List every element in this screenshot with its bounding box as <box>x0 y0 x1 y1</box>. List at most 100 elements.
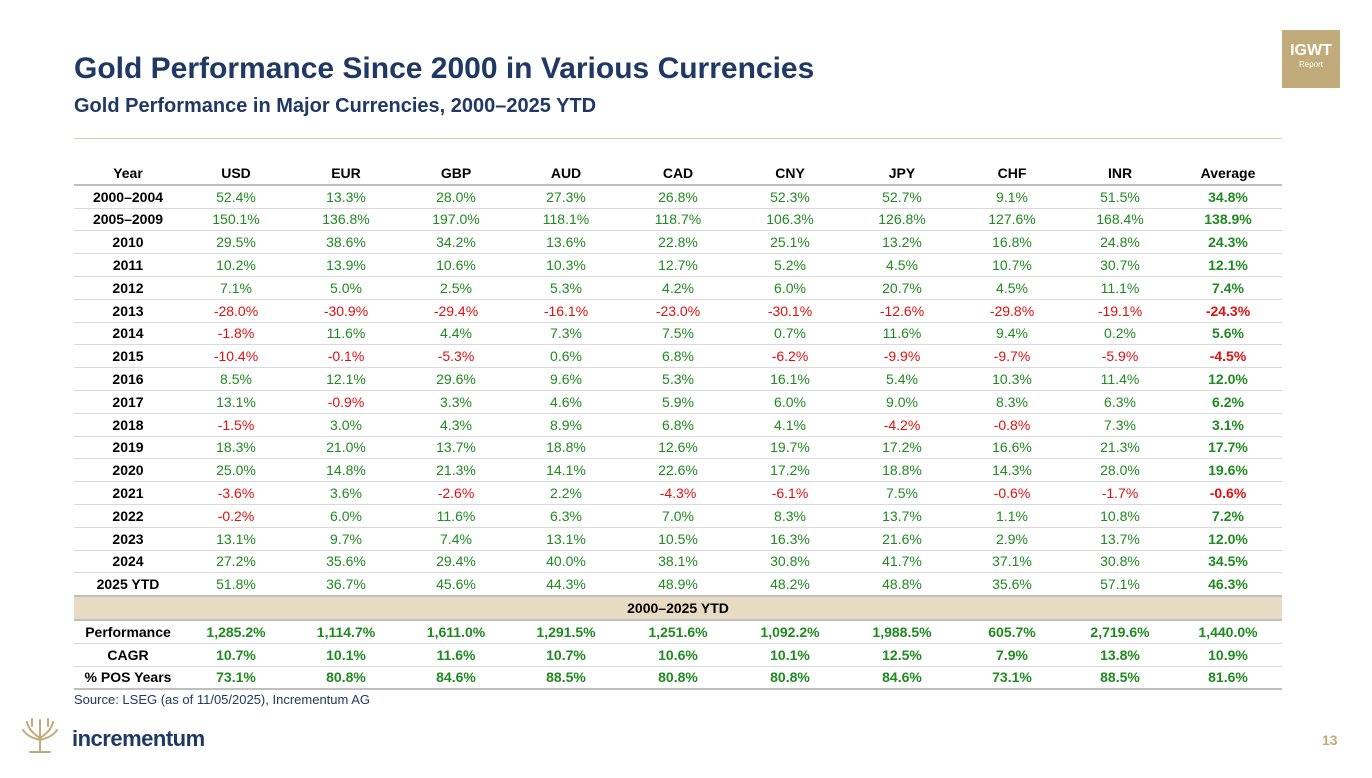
table-cell: 10.7% <box>958 253 1066 277</box>
column-header: JPY <box>846 162 958 186</box>
table-cell: 34.8% <box>1174 184 1282 209</box>
page-subtitle: Gold Performance in Major Currencies, 20… <box>74 95 597 117</box>
table-cell: 0.7% <box>734 322 846 346</box>
table-cell: 13.2% <box>846 230 958 255</box>
table-cell: 21.0% <box>290 436 402 460</box>
table-cell: 29.6% <box>402 367 510 391</box>
table-cell: 1,611.0% <box>402 619 510 644</box>
column-header: CNY <box>734 162 846 186</box>
table-cell: -2.6% <box>402 481 510 505</box>
table-cell: 168.4% <box>1066 208 1174 232</box>
table-cell: 4.2% <box>622 276 734 300</box>
table-cell: 7.9% <box>958 643 1066 667</box>
table-cell: 28.0% <box>402 184 510 209</box>
table-cell: 150.1% <box>182 208 290 232</box>
column-header: GBP <box>402 162 510 186</box>
table-cell: 29.4% <box>402 550 510 574</box>
table-cell: 10.9% <box>1174 643 1282 667</box>
table-cell: 9.7% <box>290 527 402 551</box>
table-cell: 44.3% <box>510 572 622 597</box>
table-cell: 30.8% <box>1066 550 1174 574</box>
table-cell: 6.3% <box>1066 390 1174 414</box>
table-cell: 17.2% <box>846 436 958 460</box>
row-label: 2023 <box>74 527 182 551</box>
table-cell: -28.0% <box>182 299 290 323</box>
table-cell: 7.5% <box>846 481 958 505</box>
table-cell: -5.9% <box>1066 344 1174 369</box>
row-label: CAGR <box>74 643 182 667</box>
brand-name: incrementum <box>72 726 205 751</box>
row-label: 2019 <box>74 436 182 460</box>
column-header: CHF <box>958 162 1066 186</box>
table-cell: -30.1% <box>734 299 846 323</box>
table-row: % POS Years 73.1% 80.8% 84.6% 88.5% 80.8% 80.8… <box>74 666 1282 691</box>
row-label: 2000–2004 <box>74 184 182 209</box>
row-label: 2010 <box>74 230 182 255</box>
table-cell: -9.7% <box>958 344 1066 369</box>
table-cell: 38.6% <box>290 230 402 255</box>
table-cell: 17.2% <box>734 458 846 483</box>
table-cell: 37.1% <box>958 550 1066 574</box>
column-header: CAD <box>622 162 734 186</box>
table-cell: 52.3% <box>734 184 846 209</box>
table-cell: 14.1% <box>510 458 622 483</box>
table-cell: 11.6% <box>846 322 958 346</box>
table-cell: 12.0% <box>1174 527 1282 551</box>
table-cell: 7.5% <box>622 322 734 346</box>
table-cell: -6.2% <box>734 344 846 369</box>
column-header: AUD <box>510 162 622 186</box>
table-cell: 6.0% <box>290 504 402 528</box>
table-cell: 22.6% <box>622 458 734 483</box>
table-row: 2021 -3.6% 3.6% -2.6% 2.2% -4.3% -6.1% 7.5% -0.6… <box>74 481 1282 505</box>
table-cell: -3.6% <box>182 481 290 505</box>
table-cell: 7.1% <box>182 276 290 300</box>
table-cell: -9.9% <box>846 344 958 369</box>
table-cell: 1.1% <box>958 504 1066 528</box>
table-cell: 6.2% <box>1174 390 1282 414</box>
table-cell: -30.9% <box>290 299 402 323</box>
table-cell: 0.2% <box>1066 322 1174 346</box>
table-cell: 5.3% <box>510 276 622 300</box>
table-row: 2022 -0.2% 6.0% 11.6% 6.3% 7.0% 8.3% 13.7% 1.1% 1… <box>74 504 1282 528</box>
table-cell: -5.3% <box>402 344 510 369</box>
table-cell: -0.9% <box>290 390 402 414</box>
page-title: Gold Performance Since 2000 in Various C… <box>74 52 815 85</box>
table-cell: 4.6% <box>510 390 622 414</box>
table-row: 2012 7.1% 5.0% 2.5% 5.3% 4.2% 6.0% 20.7% 4.5% 11.… <box>74 276 1282 300</box>
table-cell: 36.7% <box>290 572 402 597</box>
table-cell: 118.1% <box>510 208 622 232</box>
row-label: 2022 <box>74 504 182 528</box>
table-cell: 1,285.2% <box>182 619 290 644</box>
table-cell: 13.9% <box>290 253 402 277</box>
row-label: 2005–2009 <box>74 208 182 232</box>
table-row: 2017 13.1% -0.9% 3.3% 4.6% 5.9% 6.0% 9.0% 8.3% 6.… <box>74 390 1282 414</box>
table-cell: -29.4% <box>402 299 510 323</box>
table-row: 2019 18.3% 21.0% 13.7% 18.8% 12.6% 19.7% 17.2% 1… <box>74 436 1282 460</box>
table-cell: -4.3% <box>622 481 734 505</box>
table-cell: 13.1% <box>182 390 290 414</box>
badge-title: IGWT <box>1290 42 1332 59</box>
table-cell: -0.6% <box>958 481 1066 505</box>
column-header: EUR <box>290 162 402 186</box>
table-cell: 11.6% <box>290 322 402 346</box>
table-cell: 18.8% <box>510 436 622 460</box>
table-cell: 27.3% <box>510 184 622 209</box>
row-label: 2011 <box>74 253 182 277</box>
table-cell: -12.6% <box>846 299 958 323</box>
table-cell: 28.0% <box>1066 458 1174 483</box>
table-cell: 3.6% <box>290 481 402 505</box>
table-cell: 9.4% <box>958 322 1066 346</box>
table-cell: 25.1% <box>734 230 846 255</box>
table-cell: 1,440.0% <box>1174 619 1282 644</box>
table-row: Performance 1,285.2% 1,114.7% 1,611.0% 1,291… <box>74 619 1282 644</box>
table-cell: -16.1% <box>510 299 622 323</box>
table-row: 2014 -1.8% 11.6% 4.4% 7.3% 7.5% 0.7% 11.6% 9.4% 0… <box>74 322 1282 346</box>
table-cell: 2.5% <box>402 276 510 300</box>
table-cell: 13.1% <box>182 527 290 551</box>
table-row: 2025 YTD 51.8% 36.7% 45.6% 44.3% 48.9% 48.2% 48… <box>74 572 1282 597</box>
table-cell: 10.8% <box>1066 504 1174 528</box>
table-body: 2000–2004 52.4% 13.3% 28.0% 27.3% 26.8% 52.3% 5… <box>74 184 1282 691</box>
table-cell: 10.1% <box>734 643 846 667</box>
table-cell: 9.6% <box>510 367 622 391</box>
table-cell: 8.5% <box>182 367 290 391</box>
